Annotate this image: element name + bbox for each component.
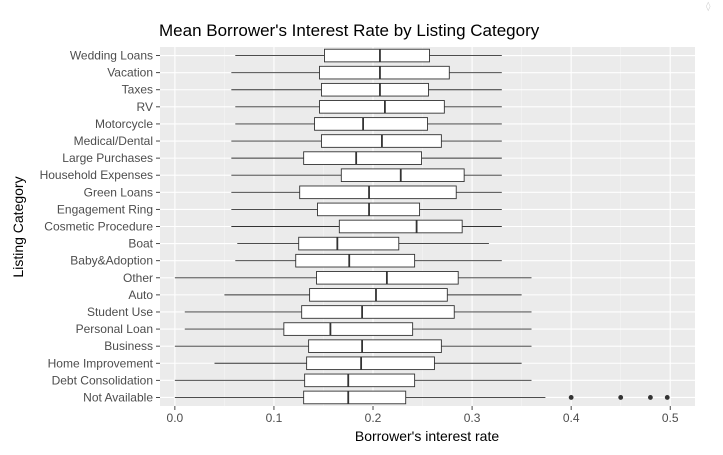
box-iqr <box>283 322 414 336</box>
x-tick-label: 0.2 <box>365 411 382 425</box>
y-tick-label: Taxes <box>122 83 153 97</box>
chart-title: Mean Borrower's Interest Rate by Listing… <box>159 21 540 40</box>
box-green-loans <box>231 185 502 200</box>
box-not-available <box>174 390 670 405</box>
x-tick-label: 0.4 <box>563 411 580 425</box>
box-iqr <box>295 253 416 268</box>
box-iqr <box>309 288 448 302</box>
box-cosmetic-procedure <box>231 219 502 234</box>
box-large-purchases <box>231 151 502 165</box>
y-tick-label: Home Improvement <box>48 356 154 370</box>
box-iqr <box>314 117 428 131</box>
y-tick-label: Green Loans <box>84 185 153 199</box>
box-iqr <box>301 305 455 319</box>
y-tick-label: Not Available <box>83 390 153 404</box>
box-iqr <box>306 356 435 371</box>
box-iqr <box>340 168 465 182</box>
y-tick-label: Auto <box>128 288 153 302</box>
y-tick-label: Other <box>123 271 153 285</box>
x-tick-label: 0.3 <box>464 411 481 425</box>
y-axis-title: Listing Category <box>10 176 26 277</box>
y-axis-ticks: Wedding Loans Vacation Taxes RV Motorcycle Me… <box>40 49 160 404</box>
y-tick-label: Baby&Adoption <box>70 254 153 268</box>
box-iqr <box>319 65 450 80</box>
y-tick-label: Household Expenses <box>40 168 153 182</box>
y-tick-label: Business <box>104 339 153 353</box>
box-iqr <box>319 100 445 114</box>
box-motorcycle <box>235 117 502 131</box>
box-iqr <box>304 373 416 388</box>
box-iqr <box>303 151 423 165</box>
box-wedding-loans <box>235 48 502 63</box>
y-tick-label: Engagement Ring <box>57 202 153 216</box>
box-medical-dental <box>231 134 502 148</box>
box-household-expenses <box>231 168 502 182</box>
box-iqr <box>338 219 463 234</box>
box-debt-consolidation <box>174 373 532 388</box>
box-business <box>174 339 532 353</box>
box-home-improvement <box>214 356 522 371</box>
box-iqr <box>298 236 400 251</box>
box-iqr <box>321 82 429 97</box>
box-taxes <box>231 82 502 97</box>
y-tick-label: Wedding Loans <box>70 49 153 63</box>
y-tick-label: Student Use <box>87 305 153 319</box>
box-auto <box>224 288 522 302</box>
box-vacation <box>231 65 502 80</box>
y-tick-label: Boat <box>128 237 153 251</box>
y-tick-label: Motorcycle <box>95 117 153 131</box>
box-iqr <box>308 339 442 353</box>
y-tick-label: Cosmetic Procedure <box>44 220 153 234</box>
y-tick-label: Medical/Dental <box>74 134 153 148</box>
x-tick-label: 0.1 <box>266 411 283 425</box>
x-tick-label: 0.5 <box>662 411 679 425</box>
box-personal-loan <box>184 322 532 336</box>
y-tick-label: Vacation <box>107 66 153 80</box>
corner-glyph: ◊ <box>706 1 711 12</box>
x-axis-ticks: 0.0 0.1 0.2 0.3 0.4 0.5 <box>167 406 679 425</box>
box-boat <box>237 236 489 251</box>
box-rv <box>235 100 502 114</box>
y-tick-label: Debt Consolidation <box>52 373 153 387</box>
box-other <box>174 271 532 285</box>
box-baby-adoption <box>235 253 502 268</box>
y-tick-label: Personal Loan <box>76 322 153 336</box>
outlier-point <box>664 395 670 400</box>
box-engagement-ring <box>231 202 502 217</box>
box-series <box>174 48 670 405</box>
x-tick-label: 0.0 <box>167 411 184 425</box>
box-iqr <box>303 390 407 405</box>
box-iqr <box>324 48 430 63</box>
box-iqr <box>299 185 457 200</box>
outlier-point <box>648 395 653 400</box>
y-tick-label: RV <box>137 100 153 114</box>
y-tick-label: Large Purchases <box>62 151 153 165</box>
outlier-point <box>568 395 574 400</box>
box-student-use <box>184 305 532 319</box>
x-axis-title: Borrower's interest rate <box>355 428 499 444</box>
outlier-point <box>618 395 624 400</box>
